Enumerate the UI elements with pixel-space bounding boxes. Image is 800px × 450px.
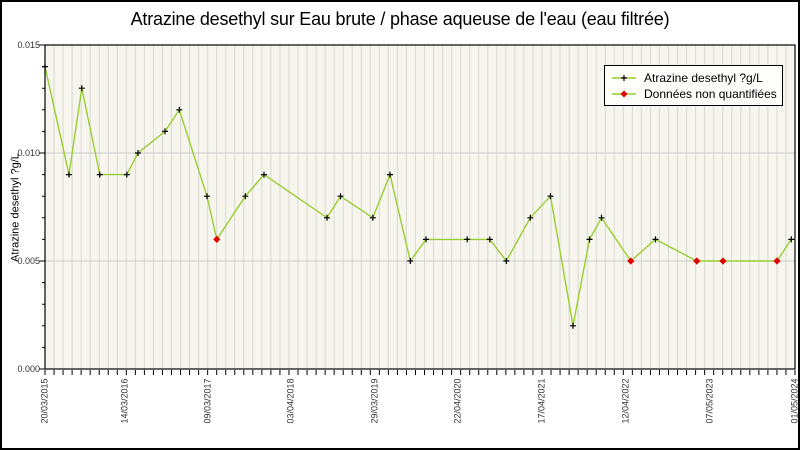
x-tick-label: 17/04/2021	[536, 378, 547, 424]
vertical-gridlines	[53, 45, 787, 369]
y-tick-label: 0.010	[17, 148, 40, 158]
y-axis-ticks	[39, 44, 45, 370]
x-tick-label: 07/05/2023	[704, 378, 715, 424]
legend-item-series: Atrazine desethyl ?g/L	[611, 70, 776, 86]
x-tick-label: 01/05/2024	[789, 378, 800, 424]
y-tick-label: 0.000	[17, 364, 40, 374]
legend-item-non-quantified: Données non quantifiées	[611, 86, 777, 102]
x-tick-label: 09/03/2017	[202, 378, 213, 424]
legend-label: Données non quantifiées	[644, 87, 777, 101]
legend-label: Atrazine desethyl ?g/L	[644, 71, 763, 85]
plot-frame	[44, 44, 796, 370]
plus-marker-icon	[612, 75, 636, 81]
y-tick-label: 0.015	[17, 40, 40, 50]
x-tick-label: 29/03/2019	[369, 378, 380, 424]
non-quantified-point-markers	[213, 235, 781, 265]
diamond-marker-icon	[612, 90, 636, 98]
x-tick-label: 12/04/2022	[620, 378, 631, 424]
legend: Atrazine desethyl ?g/L Données non quant…	[604, 65, 783, 106]
series-line	[44, 66, 792, 326]
x-tick-label: 22/04/2020	[452, 378, 463, 424]
chart-title: Atrazine desethyl sur Eau brute / phase …	[130, 9, 670, 29]
x-tick-label: 14/03/2016	[119, 378, 130, 424]
x-tick-label: 03/04/2018	[285, 378, 296, 424]
x-axis-ticks	[44, 370, 796, 375]
x-tick-label: 20/03/2015	[39, 378, 50, 424]
horizontal-gridlines	[45, 152, 795, 262]
y-tick-label: 0.005	[17, 256, 40, 266]
